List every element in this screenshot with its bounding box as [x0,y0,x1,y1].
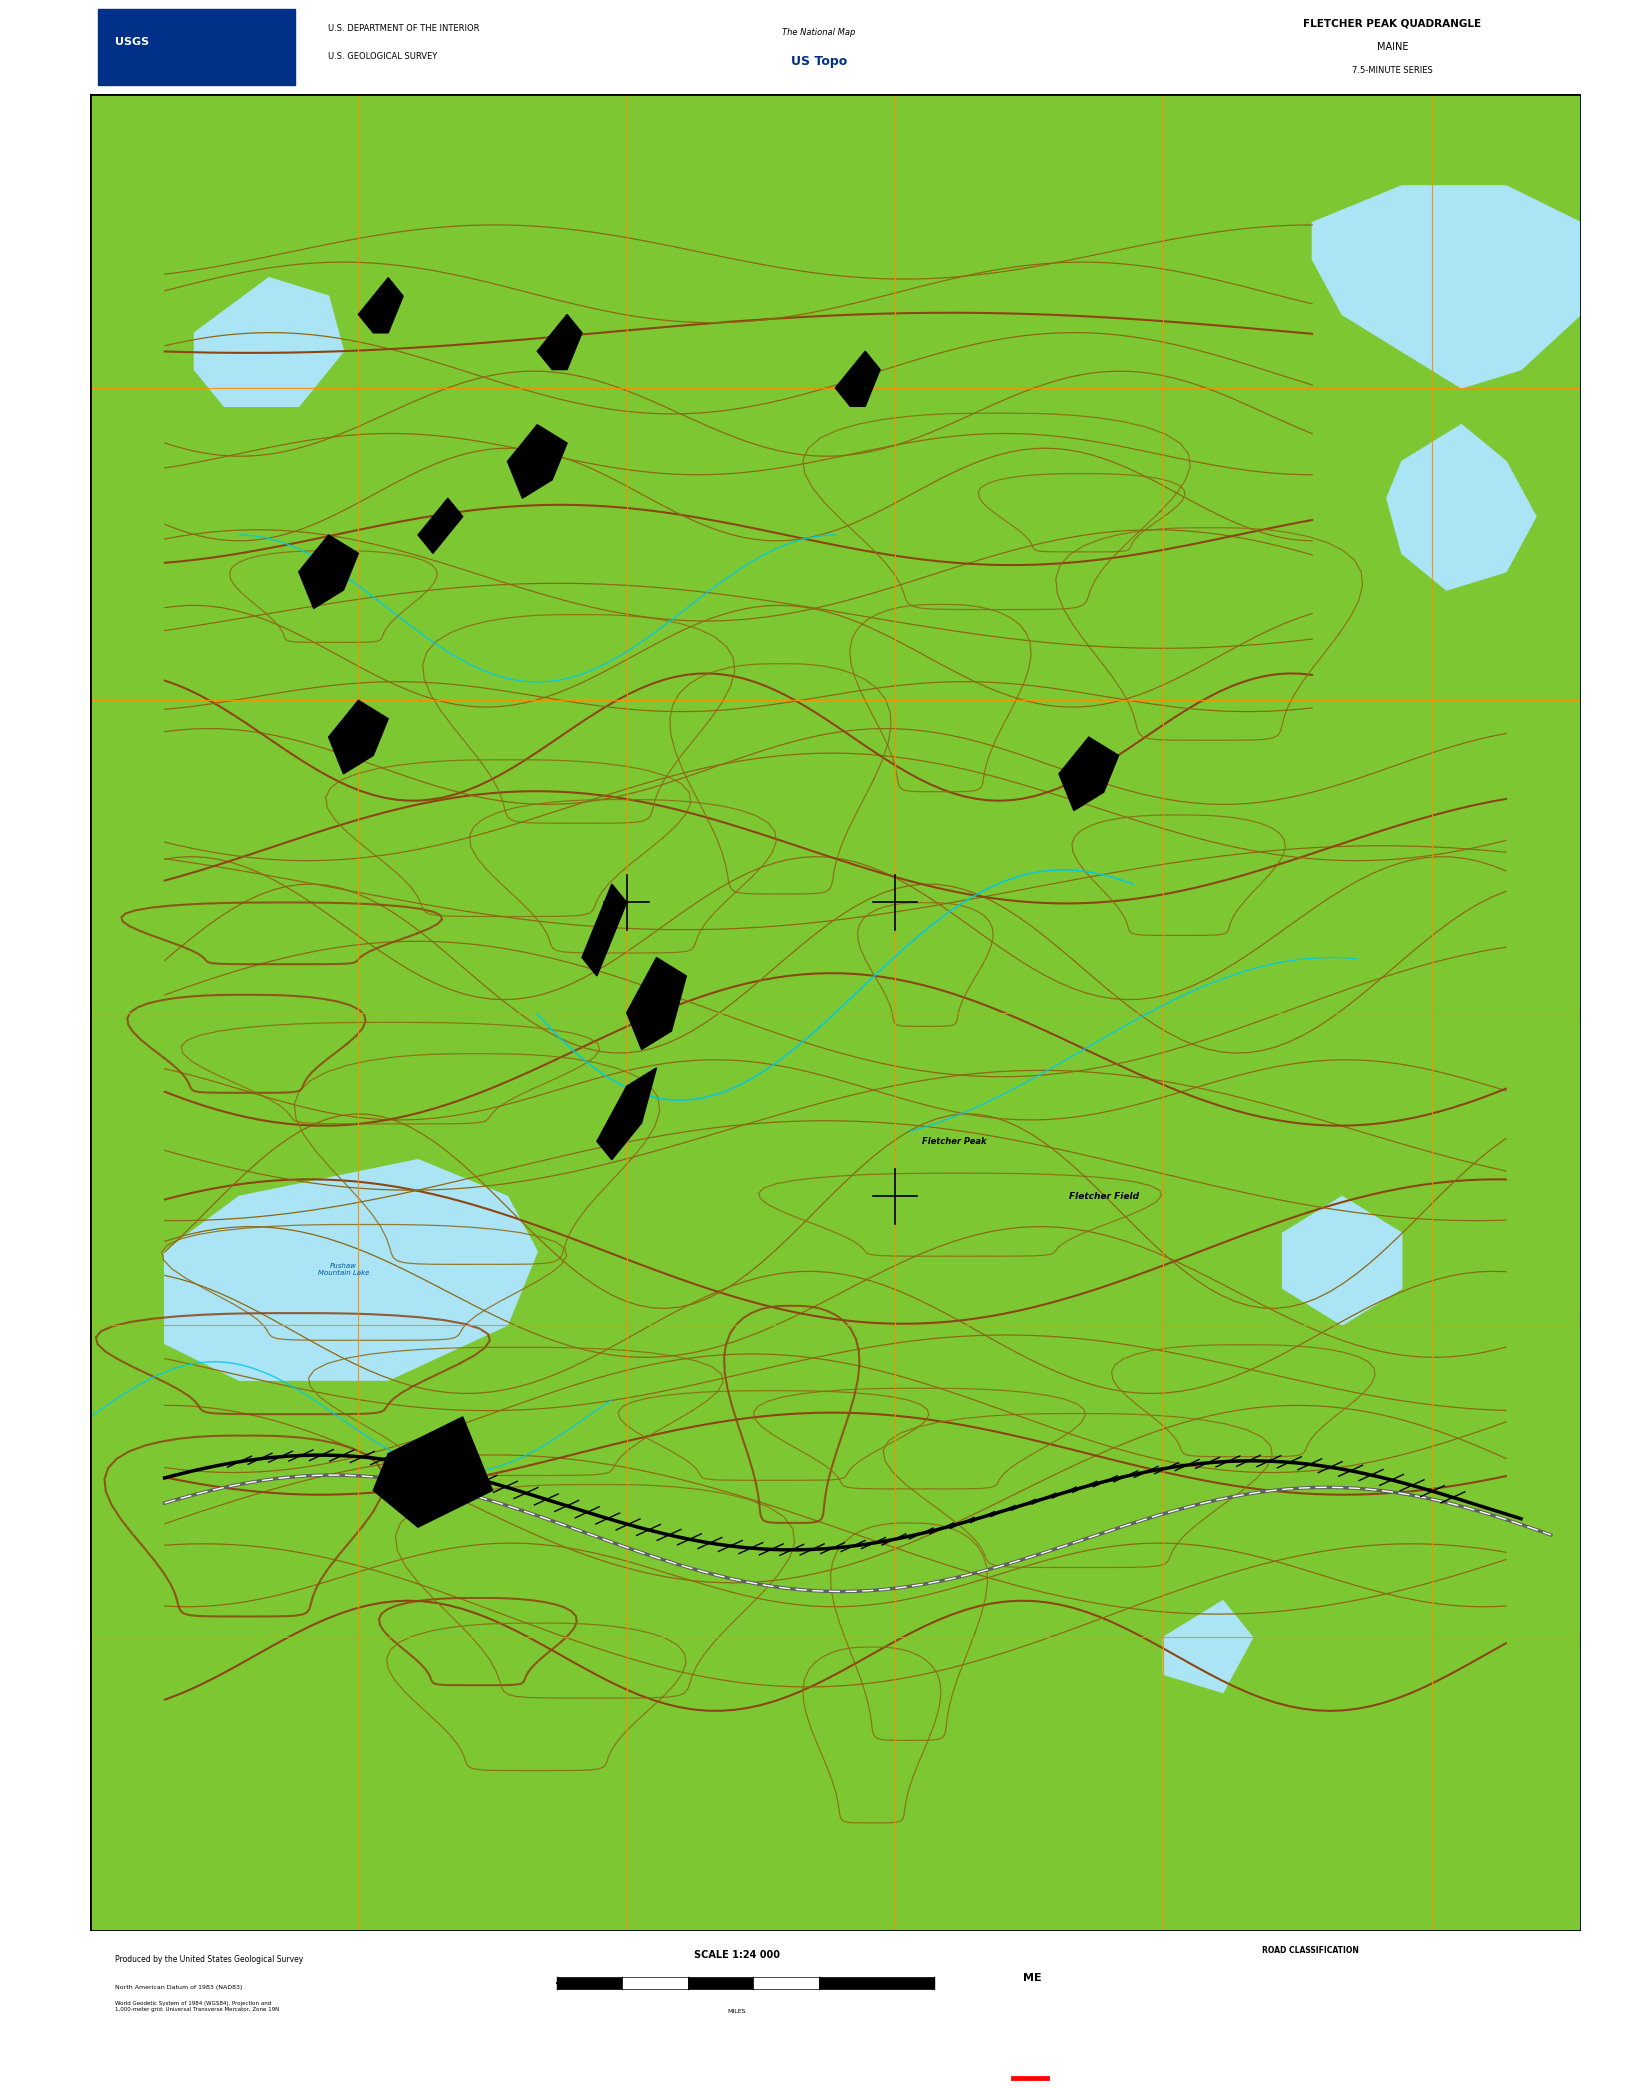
Text: SCALE 1:24 000: SCALE 1:24 000 [695,1950,780,1961]
Text: Produced by the United States Geological Survey: Produced by the United States Geological… [115,1954,303,1965]
Text: MAINE: MAINE [1376,42,1409,52]
Text: The National Map: The National Map [783,29,855,38]
Polygon shape [359,278,403,332]
Polygon shape [627,958,686,1050]
Polygon shape [835,351,880,407]
Text: ROAD CLASSIFICATION: ROAD CLASSIFICATION [1261,1946,1360,1954]
Polygon shape [298,535,359,608]
Polygon shape [596,1067,657,1159]
Text: USGS: USGS [115,38,149,48]
Text: FLETCHER PEAK QUADRANGLE: FLETCHER PEAK QUADRANGLE [1304,19,1481,29]
Text: North American Datum of 1983 (NAD83): North American Datum of 1983 (NAD83) [115,1986,242,1990]
Bar [819,1977,934,1988]
Bar [557,1977,622,1988]
Text: U.S. DEPARTMENT OF THE INTERIOR: U.S. DEPARTMENT OF THE INTERIOR [328,23,478,33]
Polygon shape [1058,737,1119,810]
Text: MILES: MILES [727,2009,747,2013]
Text: 7.5-MINUTE SERIES: 7.5-MINUTE SERIES [1351,67,1433,75]
Text: Pushaw
Mountain Lake: Pushaw Mountain Lake [318,1263,369,1276]
Polygon shape [537,315,581,370]
Bar [688,1977,753,1988]
Polygon shape [1163,1601,1253,1693]
Polygon shape [1283,1196,1402,1326]
Text: Fletcher Field: Fletcher Field [1068,1192,1138,1201]
Text: World Geodetic System of 1984 (WGS84). Projection and
1,000-meter grid: Universa: World Geodetic System of 1984 (WGS84). P… [115,2000,278,2013]
Polygon shape [329,699,388,775]
Polygon shape [1312,186,1581,388]
Bar [622,1977,688,1988]
Polygon shape [164,1159,537,1380]
Polygon shape [418,499,464,553]
Polygon shape [508,424,567,499]
Polygon shape [581,883,627,975]
Polygon shape [373,1418,493,1526]
Text: Fletcher Peak: Fletcher Peak [922,1136,988,1146]
Bar [98,10,295,86]
Text: U.S. GEOLOGICAL SURVEY: U.S. GEOLOGICAL SURVEY [328,52,437,61]
Polygon shape [195,278,344,407]
Polygon shape [1387,424,1536,591]
Text: US Topo: US Topo [791,54,847,67]
Bar [753,1977,819,1988]
Text: ME: ME [1022,1973,1042,1984]
